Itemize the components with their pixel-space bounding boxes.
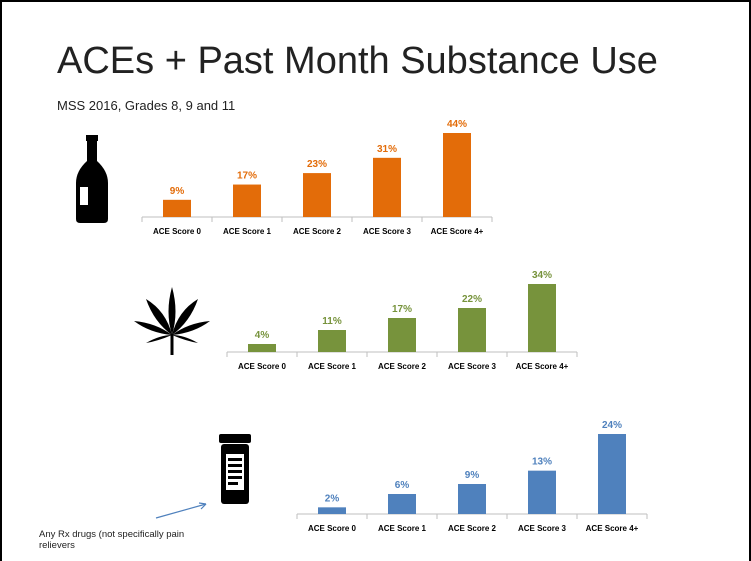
tick-label: ACE Score 3 xyxy=(363,227,412,236)
bar xyxy=(458,484,486,514)
data-label: 23% xyxy=(307,159,327,170)
tick-label: ACE Score 4+ xyxy=(431,227,484,236)
bar xyxy=(388,318,416,352)
alcohol-bar-chart: 9% ACE Score 0 17% ACE Score 1 23% ACE Score … xyxy=(141,119,493,236)
rx-bar-chart: 2% ACE Score 0 6% ACE Score 1 9% ACE Score 2 1… xyxy=(296,420,648,533)
bar xyxy=(598,434,626,514)
data-label: 34% xyxy=(532,270,552,281)
bar xyxy=(233,184,261,217)
data-label: 17% xyxy=(237,171,257,182)
slide-subtitle: MSS 2016, Grades 8, 9 and 11 xyxy=(57,98,236,113)
bottle-icon xyxy=(76,135,108,223)
tick-label: ACE Score 1 xyxy=(223,227,272,236)
bar xyxy=(528,470,556,514)
bar xyxy=(163,199,191,217)
pill-bottle-icon xyxy=(219,434,251,504)
data-label: 4% xyxy=(255,330,270,341)
bar xyxy=(458,308,486,352)
data-label: 9% xyxy=(465,470,480,481)
tick-label: ACE Score 1 xyxy=(378,524,427,533)
bar xyxy=(303,173,331,217)
cannabis-leaf-icon xyxy=(134,287,210,355)
tick-label: ACE Score 2 xyxy=(293,227,342,236)
tick-label: ACE Score 4+ xyxy=(516,362,569,371)
bar xyxy=(318,507,346,514)
tick-label: ACE Score 2 xyxy=(378,362,427,371)
tick-label: ACE Score 0 xyxy=(308,524,357,533)
bar xyxy=(373,157,401,217)
tick-label: ACE Score 0 xyxy=(238,362,287,371)
data-label: 6% xyxy=(395,480,410,491)
bar xyxy=(318,330,346,352)
data-label: 31% xyxy=(377,144,397,155)
marijuana-bar-chart: 4% ACE Score 0 11% ACE Score 1 17% ACE Score … xyxy=(226,270,578,371)
tick-label: ACE Score 3 xyxy=(518,524,567,533)
tick-label: ACE Score 2 xyxy=(448,524,497,533)
data-label: 2% xyxy=(325,493,340,504)
bar xyxy=(443,133,471,217)
bar xyxy=(528,284,556,352)
bar xyxy=(388,494,416,514)
data-label: 44% xyxy=(447,119,467,130)
data-label: 22% xyxy=(462,294,482,305)
tick-label: ACE Score 3 xyxy=(448,362,497,371)
bar xyxy=(248,344,276,352)
rx-note: Any Rx drugs (not specifically pain reli… xyxy=(39,529,185,551)
data-label: 9% xyxy=(170,186,185,197)
slide-title: ACEs + Past Month Substance Use xyxy=(57,40,658,82)
tick-label: ACE Score 1 xyxy=(308,362,357,371)
data-label: 11% xyxy=(322,316,342,327)
tick-label: ACE Score 4+ xyxy=(586,524,639,533)
data-label: 13% xyxy=(532,457,552,468)
data-label: 24% xyxy=(602,420,622,431)
arrow-icon xyxy=(155,502,207,519)
data-label: 17% xyxy=(392,304,412,315)
tick-label: ACE Score 0 xyxy=(153,227,202,236)
